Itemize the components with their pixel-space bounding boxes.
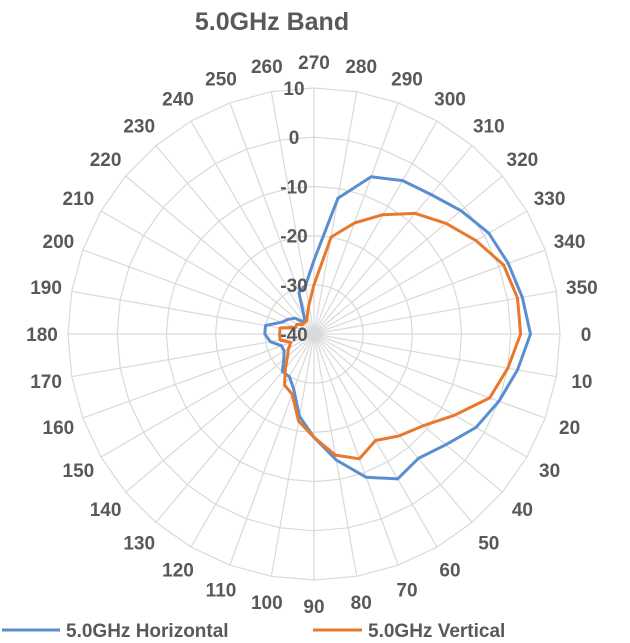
angle-tick-label: 160: [43, 418, 75, 439]
grid-spoke: [313, 333, 528, 458]
grid-spoke: [82, 249, 315, 335]
grid-spoke: [100, 210, 315, 335]
angle-tick-label: 170: [30, 372, 62, 393]
radial-tick-label: -40: [280, 325, 307, 346]
grid-spoke: [313, 333, 473, 523]
angle-tick-label: 270: [298, 53, 330, 74]
angle-tick-label: 130: [123, 533, 155, 554]
grid-spoke: [313, 333, 503, 493]
grid-spoke: [229, 333, 315, 566]
angle-tick-label: 110: [206, 581, 237, 602]
series-line-vertical: [278, 211, 523, 461]
legend-label-vertical: 5.0GHz Vertical: [368, 621, 505, 642]
radial-tick-label: -10: [280, 177, 307, 198]
angle-tick-label: 0: [581, 325, 592, 346]
grid-spoke: [270, 91, 315, 335]
grid-spoke: [313, 145, 473, 335]
polar-grid: [67, 87, 561, 581]
grid-spoke: [313, 333, 399, 566]
angle-tick-label: 250: [205, 69, 237, 90]
grid-spoke: [313, 290, 557, 335]
angle-tick-label: 330: [534, 189, 566, 210]
radial-tick-label: 0: [289, 128, 300, 149]
grid-spoke: [82, 333, 315, 419]
angle-tick-labels: 0102030405060708090100110120130140150160…: [26, 53, 598, 618]
angle-tick-label: 320: [507, 150, 539, 171]
angle-tick-label: 60: [439, 561, 460, 582]
grid-spoke: [155, 333, 315, 523]
grid-spoke: [190, 120, 315, 335]
grid-spoke: [313, 102, 399, 335]
angle-tick-label: 230: [123, 117, 155, 138]
grid-spoke: [125, 175, 315, 335]
grid-spoke: [313, 333, 546, 419]
series-layer: [263, 175, 532, 481]
legend: 5.0GHz Horizontal 5.0GHz Vertical: [2, 621, 505, 642]
angle-tick-label: 280: [345, 57, 377, 78]
angle-tick-label: 140: [90, 500, 122, 521]
angle-tick-label: 150: [63, 461, 95, 482]
angle-tick-label: 180: [26, 325, 58, 346]
angle-tick-label: 300: [434, 89, 466, 110]
angle-tick-label: 310: [473, 117, 505, 138]
angle-tick-label: 50: [478, 533, 499, 554]
grid-spoke: [155, 145, 315, 335]
angle-tick-label: 80: [351, 593, 372, 614]
angle-tick-label: 20: [559, 418, 580, 439]
grid-spoke: [313, 249, 546, 335]
angle-tick-label: 200: [43, 232, 75, 253]
angle-tick-label: 90: [303, 597, 324, 618]
grid-spoke: [313, 120, 438, 335]
angle-tick-label: 120: [162, 561, 194, 582]
grid-spoke: [313, 91, 358, 335]
grid-spoke: [313, 210, 528, 335]
series-line-horizontal: [263, 175, 532, 481]
angle-tick-label: 70: [396, 581, 417, 602]
grid-spoke: [313, 333, 557, 378]
grid-spoke: [100, 333, 315, 458]
grid-spoke: [270, 333, 315, 577]
chart-title: 5.0GHz Band: [195, 8, 349, 36]
angle-tick-label: 40: [512, 500, 533, 521]
grid-spoke: [71, 290, 315, 335]
angle-tick-label: 190: [30, 278, 62, 299]
angle-tick-label: 10: [571, 372, 592, 393]
radial-tick-label: 10: [283, 79, 304, 100]
angle-tick-label: 350: [566, 278, 598, 299]
angle-tick-label: 210: [63, 189, 95, 210]
radial-tick-label: -20: [280, 227, 307, 248]
angle-tick-label: 290: [391, 69, 423, 90]
grid-spoke: [71, 333, 315, 378]
radial-tick-label: -30: [280, 276, 307, 297]
angle-tick-label: 30: [539, 461, 560, 482]
angle-tick-label: 260: [251, 57, 283, 78]
radial-tick-labels: -40 -30 -20 -10 0 10: [280, 79, 307, 346]
angle-tick-label: 220: [90, 150, 122, 171]
angle-tick-label: 240: [162, 89, 194, 110]
angle-tick-label: 100: [251, 593, 283, 614]
angle-tick-label: 340: [554, 232, 586, 253]
grid-spoke: [190, 333, 315, 548]
grid-spoke: [313, 175, 503, 335]
legend-label-horizontal: 5.0GHz Horizontal: [66, 621, 229, 642]
